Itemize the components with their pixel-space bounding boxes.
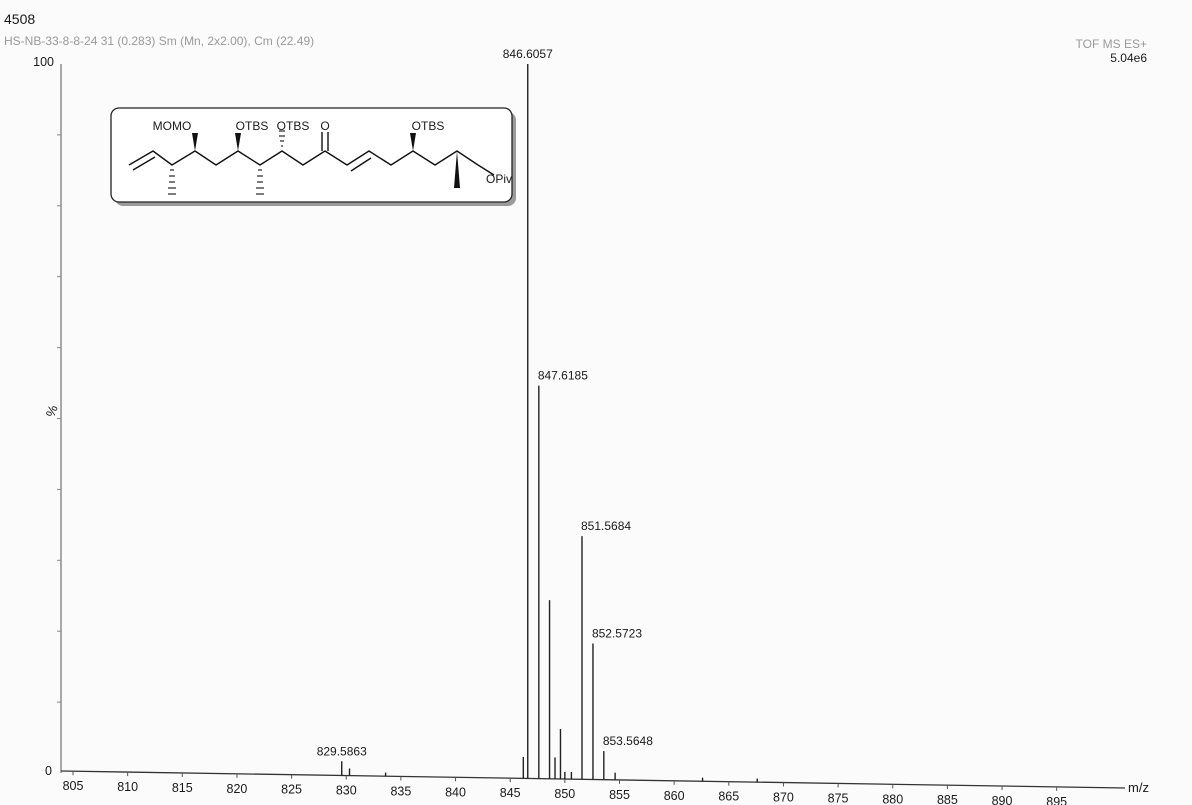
- x-tick-label: 830: [336, 784, 357, 798]
- peak-label: 851.5684: [581, 519, 631, 533]
- x-axis-label: m/z: [1128, 780, 1149, 795]
- structure-label-otbs-1: OTBS: [236, 119, 269, 133]
- sample-id: 4508: [4, 11, 35, 27]
- instrument-mode: TOF MS ES+: [1076, 37, 1147, 51]
- x-tick-label: 810: [117, 780, 138, 794]
- peak-label: 852.5723: [592, 627, 642, 641]
- x-tick-label: 845: [500, 786, 521, 800]
- x-tick-label: 865: [718, 790, 739, 804]
- x-tick-label: 875: [828, 791, 849, 805]
- run-info: HS-NB-33-8-8-24 31 (0.283) Sm (Mn, 2x2.0…: [4, 34, 314, 48]
- x-tick-label: 885: [937, 793, 958, 805]
- y-tick-0: 0: [45, 764, 52, 778]
- peak-label: 847.6185: [538, 369, 588, 383]
- y-minor-ticks: [57, 134, 61, 703]
- x-tick-label: 805: [63, 779, 84, 793]
- x-tick-label: 815: [172, 781, 193, 795]
- x-tick-label: 880: [882, 792, 903, 805]
- y-tick-100: 100: [33, 55, 54, 69]
- x-tick-label: 840: [445, 785, 466, 799]
- structure-label-momo: MOMO: [153, 119, 192, 133]
- structure-inset: MOMO OTBS OTBS O OTBS OPiv: [110, 107, 516, 206]
- x-tick-label: 820: [227, 782, 248, 796]
- structure-label-otbs-3: OTBS: [412, 119, 445, 133]
- molecule-skeleton: [128, 132, 495, 176]
- structure-label-ketone-o: O: [320, 119, 329, 133]
- x-tick-label: 860: [664, 789, 685, 803]
- x-tick-label: 825: [281, 783, 302, 797]
- x-tick-label: 870: [773, 791, 794, 805]
- x-tick-label: 855: [609, 788, 630, 802]
- x-tick-label: 850: [554, 787, 575, 801]
- peak-label: 846.6057: [503, 47, 553, 61]
- x-tick-label: 835: [390, 784, 411, 798]
- peak-labels: 829.5863 846.6057 847.6185 851.5684 852.5723…: [317, 47, 653, 758]
- peak-label: 829.5863: [317, 744, 367, 758]
- stereo-bonds: [168, 130, 460, 195]
- axes: 100 0 % m/z 805 810 815 820 825 830 835 840 845 8…: [33, 55, 1149, 805]
- peak-label: 853.5648: [603, 734, 653, 748]
- x-tick-label: 895: [1046, 795, 1067, 805]
- y-axis-label: %: [43, 403, 61, 419]
- max-intensity: 5.04e6: [1110, 51, 1147, 65]
- structure-label-opiv: OPiv: [486, 172, 512, 186]
- inset-frame: [110, 107, 513, 203]
- x-tick-label: 890: [992, 794, 1013, 805]
- peaks: [341, 64, 758, 783]
- x-ticks: 805 810 815 820 825 830 835 840 845 850 855 860 865 8…: [63, 771, 1067, 805]
- structure-label-otbs-2: OTBS: [277, 119, 310, 133]
